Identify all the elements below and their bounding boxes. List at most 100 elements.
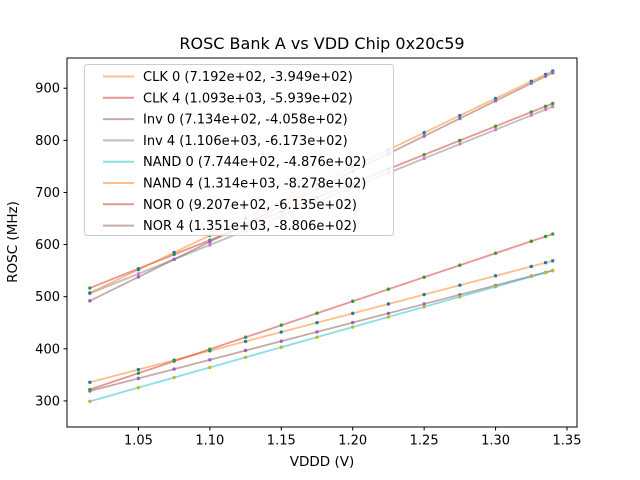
legend-item: NOR 0 (9.207e+02, -6.135e+02) — [103, 198, 357, 213]
fit-line — [88, 269, 554, 403]
data-point — [543, 261, 548, 265]
x-tick-label: 1.20 — [338, 434, 367, 449]
legend-label: CLK 4 (1.093e+03, -5.939e+02) — [143, 91, 353, 106]
data-point — [422, 302, 426, 306]
data-point — [493, 274, 498, 278]
data-point — [422, 153, 426, 157]
data-point — [422, 134, 426, 138]
data-point — [243, 339, 248, 344]
chart-title: ROSC Bank A vs VDD Chip 0x20c59 — [179, 34, 464, 53]
y-tick-label: 400 — [35, 342, 60, 357]
data-point — [351, 325, 355, 329]
legend-label: CLK 0 (7.192e+02, -3.949e+02) — [143, 70, 353, 85]
data-point — [136, 272, 141, 276]
legend-item: CLK 4 (1.093e+03, -5.939e+02) — [103, 91, 353, 106]
data-point — [172, 359, 176, 363]
legend-label: NAND 4 (1.314e+03, -8.278e+02) — [143, 177, 366, 192]
data-point — [386, 302, 391, 306]
y-axis-label: ROSC (MHz) — [5, 201, 21, 283]
data-point — [88, 291, 92, 295]
data-point — [551, 104, 555, 109]
data-point — [279, 339, 283, 343]
data-point — [208, 347, 212, 351]
data-point — [208, 243, 212, 247]
data-point — [543, 107, 548, 112]
data-point — [551, 101, 555, 106]
data-point — [529, 274, 533, 279]
legend-item: NOR 4 (1.351e+03, -8.806e+02) — [103, 219, 357, 234]
series-inv-0 — [88, 268, 555, 393]
y-tick-label: 500 — [35, 290, 60, 305]
y-tick-label: 600 — [35, 238, 60, 253]
legend-label: NOR 0 (9.207e+02, -6.135e+02) — [143, 198, 357, 213]
data-point — [551, 232, 555, 236]
legend: CLK 0 (7.192e+02, -3.949e+02) CLK 4 (1.09… — [84, 64, 394, 236]
data-point — [136, 371, 141, 375]
data-point — [529, 264, 533, 269]
x-axis-label: VDDD (V) — [290, 454, 354, 470]
legend-item: NAND 0 (7.744e+02, -4.876e+02) — [103, 155, 366, 170]
data-point — [493, 99, 498, 103]
y-axis-ticks: 300 400 500 600 700 800 900 — [35, 82, 67, 409]
data-point — [422, 292, 426, 297]
data-point — [458, 263, 462, 267]
data-point — [172, 250, 176, 255]
data-point — [386, 287, 391, 291]
fit-line — [88, 259, 554, 384]
data-point — [88, 380, 92, 384]
data-point — [458, 116, 462, 121]
data-point — [529, 81, 533, 85]
legend-item: CLK 0 (7.192e+02, -3.949e+02) — [103, 70, 353, 85]
data-point — [386, 315, 391, 319]
data-point — [136, 376, 141, 381]
data-point — [386, 311, 391, 316]
data-point — [279, 323, 283, 327]
y-tick-label: 900 — [35, 82, 60, 97]
legend-label: Inv 4 (1.106e+03, -6.173e+02) — [143, 134, 348, 149]
fit-line — [88, 233, 554, 391]
data-point — [422, 130, 426, 135]
data-point — [208, 365, 212, 370]
data-point — [243, 348, 248, 353]
data-point — [458, 295, 462, 299]
data-point — [88, 399, 92, 404]
data-point — [543, 104, 548, 109]
legend-item: NAND 4 (1.314e+03, -8.278e+02) — [103, 177, 366, 192]
data-point — [493, 127, 498, 132]
series-clk-0 — [88, 259, 555, 384]
series-nand-0 — [88, 268, 555, 404]
data-point — [351, 311, 355, 316]
data-point — [529, 113, 533, 117]
x-tick-label: 1.25 — [410, 434, 439, 449]
data-point — [315, 335, 319, 339]
data-point — [279, 330, 283, 334]
data-point — [315, 311, 319, 315]
data-point — [315, 320, 319, 325]
data-point — [493, 251, 498, 255]
data-point — [543, 74, 548, 78]
plot-area: 1.05 1.10 1.15 1.20 1.25 1.30 1.35 300 400 500 600… — [35, 57, 582, 449]
x-tick-label: 1.35 — [553, 434, 582, 449]
fit-line — [88, 269, 554, 392]
legend-label: NOR 4 (1.351e+03, -8.806e+02) — [143, 219, 357, 234]
data-point — [208, 240, 212, 244]
data-point — [88, 286, 92, 290]
x-axis-ticks: 1.05 1.10 1.15 1.20 1.25 1.30 1.35 — [124, 427, 582, 449]
x-tick-label: 1.30 — [481, 434, 510, 449]
data-point — [458, 142, 462, 146]
legend-item: Inv 0 (7.134e+02, -4.058e+02) — [103, 113, 348, 128]
legend-box — [84, 64, 394, 236]
data-point — [422, 275, 426, 279]
data-point — [172, 375, 176, 380]
data-point — [351, 320, 355, 325]
data-point — [458, 283, 462, 287]
legend-label: NAND 0 (7.744e+02, -4.876e+02) — [143, 155, 366, 170]
data-point — [529, 110, 533, 114]
legend-item: Inv 4 (1.106e+03, -6.173e+02) — [103, 134, 348, 149]
x-tick-label: 1.15 — [267, 434, 296, 449]
data-point — [279, 345, 283, 349]
legend-label: Inv 0 (7.134e+02, -4.058e+02) — [143, 113, 348, 128]
data-point — [529, 239, 533, 243]
